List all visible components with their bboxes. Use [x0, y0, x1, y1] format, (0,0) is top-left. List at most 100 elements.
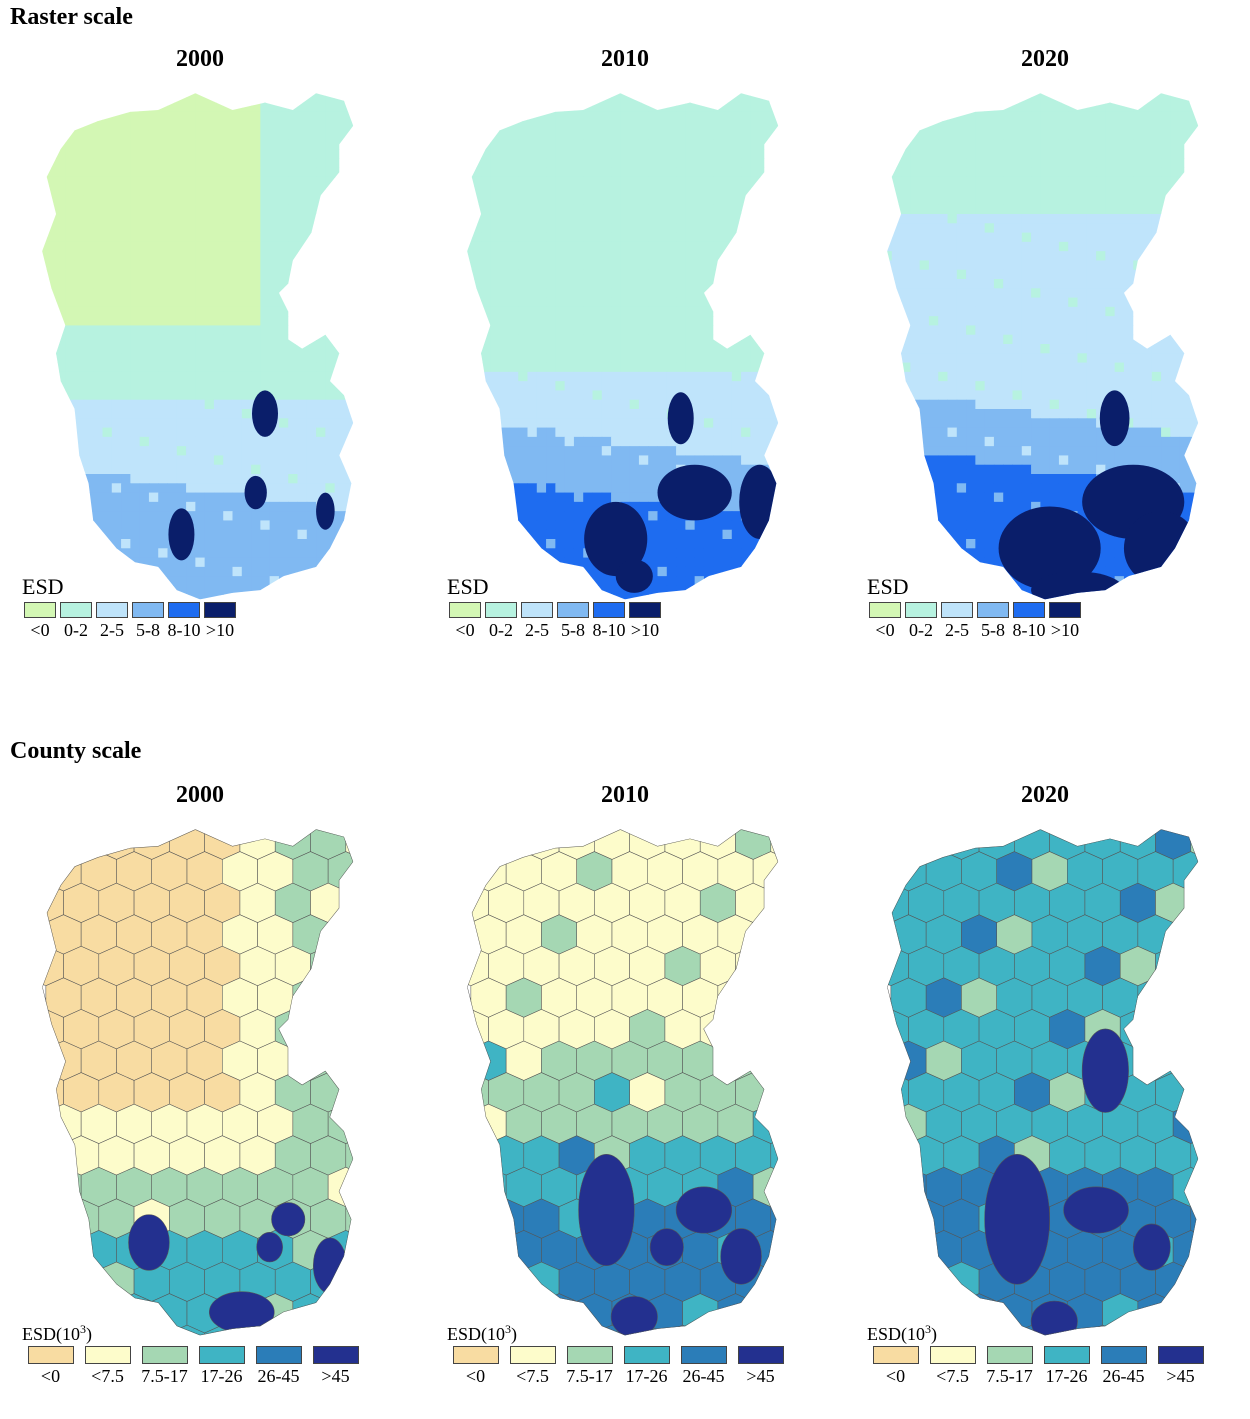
- county-legend-item: <0: [447, 1346, 504, 1387]
- raster-year-2000: 2000: [176, 46, 224, 72]
- raster-year-2020: 2020: [1021, 46, 1069, 72]
- legend-swatch: [977, 602, 1009, 618]
- legend-swatch: [84, 1346, 131, 1364]
- legend-label: 2-5: [100, 620, 124, 640]
- county-legend-item: 26-45: [675, 1346, 732, 1387]
- legend-title-exponent: 3: [925, 1322, 931, 1336]
- county-legend-title: ESD(103): [867, 1322, 937, 1344]
- legend-swatch: [27, 1346, 74, 1364]
- county-legend-item: <0: [867, 1346, 924, 1387]
- raster-legend-item: 8-10: [591, 602, 627, 641]
- legend-swatch: [132, 602, 164, 618]
- raster-year-2010: 2010: [601, 46, 649, 72]
- raster-legend-item: 0-2: [483, 602, 519, 641]
- county-year-2020: 2020: [1021, 782, 1069, 808]
- raster-map-2010: [467, 93, 779, 600]
- county-legend-item: <7.5: [924, 1346, 981, 1387]
- raster-map-panel-2010: 2010 ESD <0 0-2 2-5 5-8 8-10 >10: [425, 46, 825, 666]
- legend-label: 7.5-17: [986, 1366, 1033, 1386]
- county-legend-item: <7.5: [79, 1346, 136, 1387]
- legend-label: >45: [746, 1366, 775, 1386]
- raster-legend-item: 0-2: [903, 602, 939, 641]
- legend-title-exponent: 3: [505, 1322, 511, 1336]
- legend-swatch: [629, 602, 661, 618]
- legend-swatch: [521, 602, 553, 618]
- legend-label: 8-10: [167, 620, 201, 640]
- legend-swatch: [941, 602, 973, 618]
- legend-title-exponent: 3: [80, 1322, 86, 1336]
- legend-label: >10: [630, 620, 660, 640]
- county-legend-item: 17-26: [193, 1346, 250, 1387]
- legend-swatch: [168, 602, 200, 618]
- legend-label: >45: [1166, 1366, 1195, 1386]
- county-legend-item: 7.5-17: [981, 1346, 1038, 1387]
- legend-label: 17-26: [1045, 1366, 1088, 1386]
- legend-swatch: [593, 602, 625, 618]
- county-map-panel-2010: 2010 ESD(103) <0 <7.5 7.5-17 17-26 26-45 >45: [425, 782, 825, 1412]
- county-year-2010: 2010: [601, 782, 649, 808]
- legend-label: 2-5: [945, 620, 969, 640]
- legend-label: 5-8: [981, 620, 1005, 640]
- legend-label: <0: [455, 620, 475, 640]
- raster-legend-item: >10: [1047, 602, 1083, 641]
- legend-swatch: [1157, 1346, 1204, 1364]
- legend-swatch: [24, 602, 56, 618]
- county-legend-item: <7.5: [504, 1346, 561, 1387]
- legend-swatch: [485, 602, 517, 618]
- county-legend-item: >45: [1152, 1346, 1209, 1387]
- legend-label: <0: [875, 620, 895, 640]
- county-legend-item: >45: [732, 1346, 789, 1387]
- legend-label: >10: [1050, 620, 1080, 640]
- raster-legend-item: <0: [22, 602, 58, 641]
- legend-swatch: [312, 1346, 359, 1364]
- raster-map-2020: [887, 93, 1199, 600]
- legend-swatch: [929, 1346, 976, 1364]
- county-legend-item: 26-45: [1095, 1346, 1152, 1387]
- section-title-county: County scale: [10, 738, 142, 764]
- legend-swatch: [255, 1346, 302, 1364]
- raster-map-panel-2020: 2020 ESD <0 0-2 2-5 5-8 8-10 >10: [845, 46, 1245, 666]
- legend-swatch: [452, 1346, 499, 1364]
- raster-legend-title: ESD: [22, 574, 64, 599]
- legend-swatch: [986, 1346, 1033, 1364]
- raster-legend-item: 8-10: [1011, 602, 1047, 641]
- legend-swatch: [60, 602, 92, 618]
- section-title-raster: Raster scale: [10, 4, 133, 30]
- legend-label: 0-2: [489, 620, 513, 640]
- raster-legend-item: 2-5: [94, 602, 130, 641]
- county-map-panel-2020: 2020 ESD(103) <0 <7.5 7.5-17 17-26 26-45 >45: [845, 782, 1245, 1412]
- legend-swatch: [96, 602, 128, 618]
- legend-label: 26-45: [257, 1366, 300, 1386]
- raster-legend-item: 5-8: [975, 602, 1011, 641]
- raster-map-2000: [42, 93, 354, 600]
- raster-map-panel-2000: 2000 ESD <0 0-2 2-5 5-8 8-10 >10: [0, 46, 400, 666]
- legend-swatch: [449, 602, 481, 618]
- legend-label: 26-45: [1102, 1366, 1145, 1386]
- legend-label: 5-8: [561, 620, 585, 640]
- legend-label: 8-10: [1012, 620, 1046, 640]
- legend-label: 0-2: [909, 620, 933, 640]
- county-map-2020: [887, 829, 1199, 1336]
- legend-label: <7.5: [936, 1366, 969, 1386]
- raster-legend-item: 2-5: [939, 602, 975, 641]
- raster-legend-item: 8-10: [166, 602, 202, 641]
- raster-legend-item: 5-8: [130, 602, 166, 641]
- legend-swatch: [623, 1346, 670, 1364]
- legend-label: <0: [885, 1366, 906, 1386]
- legend-label: <0: [30, 620, 50, 640]
- legend-label: 8-10: [592, 620, 626, 640]
- legend-swatch: [198, 1346, 245, 1364]
- legend-swatch: [204, 602, 236, 618]
- county-legend-title: ESD(103): [22, 1322, 92, 1344]
- legend-swatch: [1049, 602, 1081, 618]
- county-legend-item: >45: [307, 1346, 364, 1387]
- county-legend-item: 17-26: [618, 1346, 675, 1387]
- legend-label: 26-45: [682, 1366, 725, 1386]
- county-legend-item: <0: [22, 1346, 79, 1387]
- county-legend-item: 26-45: [250, 1346, 307, 1387]
- legend-label: 7.5-17: [141, 1366, 188, 1386]
- county-legend-item: 17-26: [1038, 1346, 1095, 1387]
- legend-label: 5-8: [136, 620, 160, 640]
- county-map-2010: [467, 829, 779, 1336]
- legend-label: <0: [40, 1366, 61, 1386]
